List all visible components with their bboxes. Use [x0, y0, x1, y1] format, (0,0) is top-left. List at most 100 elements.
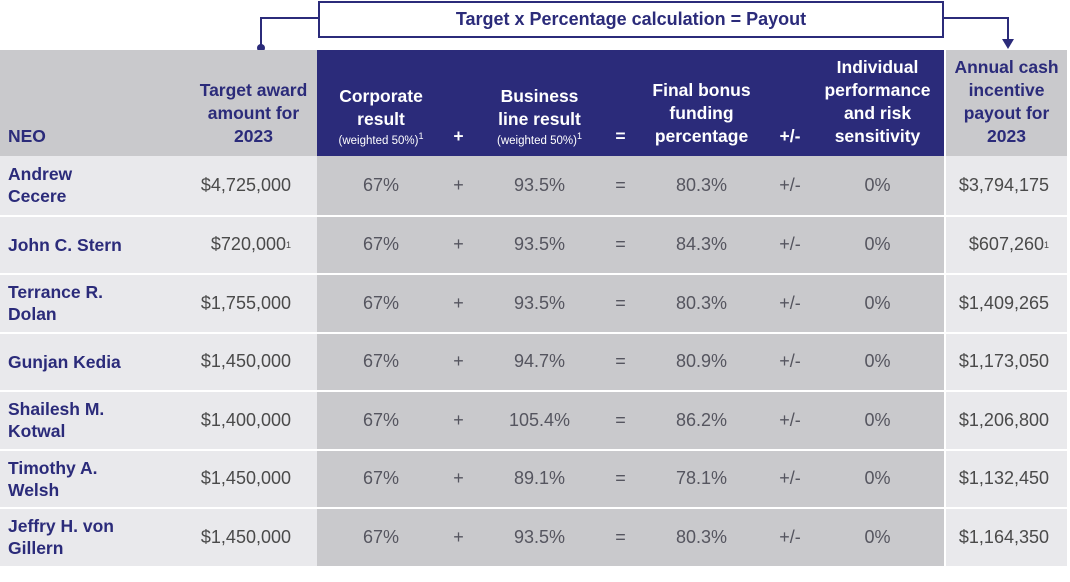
- cell-name-text: Gunjan Kedia: [8, 351, 121, 372]
- cell-pm-text: +/-: [779, 174, 801, 195]
- right-connector-vertical: [1007, 17, 1009, 41]
- cell-final: 78.1%: [634, 450, 769, 507]
- cell-plus: +: [445, 216, 472, 273]
- cell-payout: $607,260 1: [946, 216, 1067, 273]
- header-final-text: Final bonus funding percentage: [652, 80, 751, 146]
- header-final: Final bonus funding percentage: [634, 50, 769, 156]
- cell-target-text: $1,755,000: [200, 292, 291, 313]
- header-payout: Annual cash incentive payout for 2023: [946, 50, 1067, 156]
- cell-ind: 0%: [811, 450, 944, 507]
- cell-final-text: 84.3%: [675, 234, 728, 255]
- cell-name-text: Jeffry H. von Gillern: [8, 516, 114, 559]
- cell-payout: $1,164,350: [946, 509, 1067, 566]
- cell-payout: $3,794,175: [946, 156, 1067, 215]
- cell-target-text: $1,450,000: [200, 351, 291, 372]
- cell-corp: 67%: [317, 509, 445, 566]
- cell-target: $720,000 1: [150, 216, 317, 273]
- cell-corp: 67%: [317, 450, 445, 507]
- cell-biz-text: 93.5%: [513, 526, 566, 547]
- cell-gap: [944, 333, 946, 390]
- cell-target-text: $1,450,000: [200, 526, 291, 547]
- cell-corp: 67%: [317, 216, 445, 273]
- cell-final-text: 80.3%: [675, 292, 728, 313]
- cell-ind-text: 0%: [864, 292, 891, 313]
- cell-final: 80.3%: [634, 156, 769, 215]
- cell-corp-text: 67%: [362, 409, 400, 430]
- cell-target: $1,755,000: [150, 275, 317, 332]
- cell-name: Terrance R. Dolan: [0, 275, 150, 332]
- cell-ind: 0%: [811, 333, 944, 390]
- cell-pm-text: +/-: [779, 409, 801, 430]
- banner-text: Target x Percentage calculation = Payout: [455, 9, 807, 29]
- cell-gap: [944, 450, 946, 507]
- cell-pm-text: +/-: [779, 526, 801, 547]
- cell-eq-text: =: [615, 468, 626, 489]
- cell-biz: 93.5%: [472, 156, 607, 215]
- cell-eq-text: =: [615, 234, 626, 255]
- cell-plus-text: +: [453, 409, 464, 430]
- cell-ind-text: 0%: [864, 409, 891, 430]
- cell-eq: =: [607, 392, 634, 449]
- cell-plus-text: +: [453, 174, 464, 195]
- table-body: Andrew Cecere $4,725,000 67% +93.5% = 80.3% +/…: [0, 156, 1067, 566]
- cell-payout: $1,173,050: [946, 333, 1067, 390]
- header-neo: NEO: [0, 50, 150, 156]
- cell-ind: 0%: [811, 156, 944, 215]
- right-connector-arrow-icon: [1002, 39, 1014, 49]
- cell-gap: [944, 216, 946, 273]
- cell-eq-text: =: [615, 174, 626, 195]
- cell-biz: 93.5%: [472, 275, 607, 332]
- cell-biz: 93.5%: [472, 509, 607, 566]
- cell-plus: +: [445, 392, 472, 449]
- cell-payout-text: $1,206,800: [958, 409, 1049, 430]
- cell-name-text: Shailesh M. Kotwal: [8, 399, 105, 442]
- cell-corp: 67%: [317, 156, 445, 215]
- header-business: Business line result (weighted 50%)1: [472, 50, 607, 156]
- cell-payout: $1,206,800: [946, 392, 1067, 449]
- header-corporate: Corporate result (weighted 50%)1: [317, 50, 445, 156]
- cell-name: Shailesh M. Kotwal: [0, 392, 150, 449]
- cell-target-text: $1,400,000: [200, 409, 291, 430]
- cell-gap: [944, 509, 946, 566]
- cell-ind-text: 0%: [864, 351, 891, 372]
- cell-eq-text: =: [615, 409, 626, 430]
- header-business-text: Business line result: [498, 86, 581, 129]
- table-row: Terrance R. Dolan $1,755,000 67% +93.5% = 80.…: [0, 273, 1067, 332]
- cell-pm: +/-: [769, 450, 811, 507]
- cell-target: $1,450,000: [150, 333, 317, 390]
- cell-ind-text: 0%: [864, 526, 891, 547]
- left-connector-vertical: [260, 17, 262, 47]
- cell-final: 80.9%: [634, 333, 769, 390]
- cell-corp: 67%: [317, 333, 445, 390]
- cell-eq-text: =: [615, 526, 626, 547]
- footnote-mark: 1: [576, 131, 582, 142]
- cell-target: $4,725,000: [150, 156, 317, 215]
- table-row: Gunjan Kedia $1,450,000 67% +94.7% = 80.9% +/-…: [0, 331, 1067, 390]
- cell-biz-text: 94.7%: [513, 351, 566, 372]
- left-connector-horizontal: [260, 17, 318, 19]
- header-corporate-text: Corporate result: [339, 86, 423, 129]
- cell-final: 80.3%: [634, 275, 769, 332]
- cell-plus: +: [445, 333, 472, 390]
- cell-pm-text: +/-: [779, 292, 801, 313]
- cell-target: $1,450,000: [150, 450, 317, 507]
- header-payout-text: Annual cash incentive payout for 2023: [954, 57, 1059, 146]
- cell-plus-text: +: [453, 234, 464, 255]
- cell-name: Timothy A. Welsh: [0, 450, 150, 507]
- cell-final-text: 80.3%: [675, 526, 728, 547]
- cell-name-text: Timothy A. Welsh: [8, 457, 98, 500]
- cell-plus: +: [445, 509, 472, 566]
- cell-pm: +/-: [769, 216, 811, 273]
- table-row: Andrew Cecere $4,725,000 67% +93.5% = 80.3% +/…: [0, 156, 1067, 215]
- cell-target-text: $4,725,000: [200, 174, 291, 195]
- table-row: Shailesh M. Kotwal $1,400,000 67% +105.4% = 8…: [0, 390, 1067, 449]
- cell-final: 80.3%: [634, 509, 769, 566]
- footnote-mark: 1: [418, 131, 424, 142]
- cell-name-text: Andrew Cecere: [8, 164, 73, 207]
- cell-plus: +: [445, 450, 472, 507]
- header-target-text: Target award amount for 2023: [199, 80, 308, 146]
- cell-pm: +/-: [769, 509, 811, 566]
- cell-name: Jeffry H. von Gillern: [0, 509, 150, 566]
- cell-plus-text: +: [453, 351, 464, 372]
- cell-biz: 89.1%: [472, 450, 607, 507]
